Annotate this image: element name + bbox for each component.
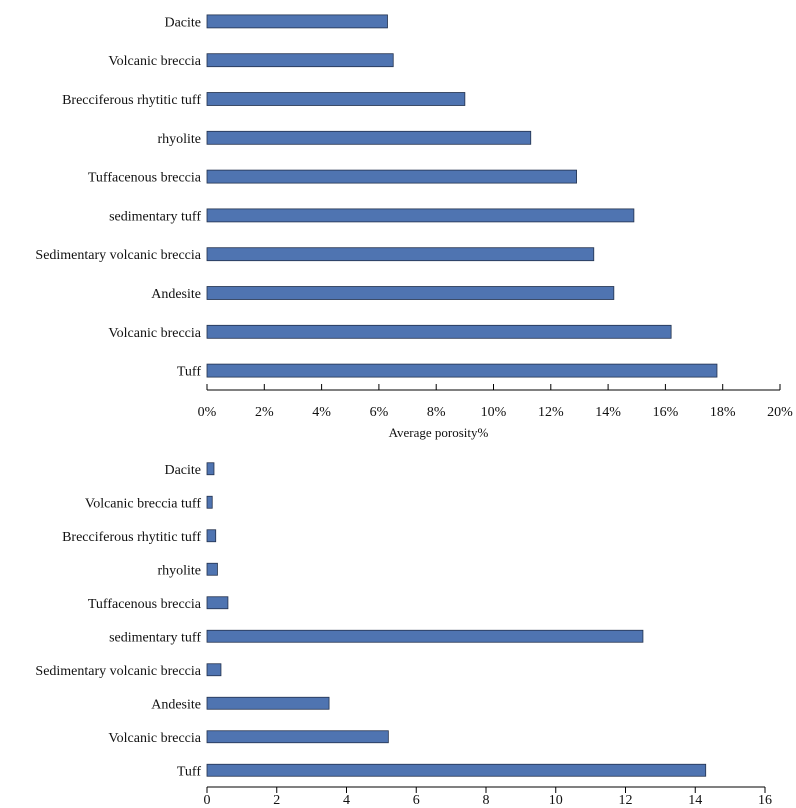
chart1-tick-label: 2% [255,405,274,420]
chart1-tick-label: 10% [481,405,507,420]
chart1-tick-label: 4% [312,405,331,420]
chart1-bar [206,247,595,262]
chart2-bar [206,562,218,576]
chart1-tick-label: 8% [427,405,446,420]
chart2-bar [206,763,707,777]
chart1-category-label: Tuffacenous breccia [88,171,202,186]
chart1-category-label: Dacite [164,15,201,30]
chart2-category-label: rhyolite [157,563,201,578]
chart2-tick-label: 16 [758,793,772,808]
chart1-category-label: Brecciferous rhytitic tuff [62,93,201,108]
chart2-category-label: Brecciferous rhytitic tuff [62,530,201,545]
chart1-tick-label: 16% [653,405,679,420]
chart1-category-label: Sedimentary volcanic breccia [35,248,201,263]
chart1-category-label: sedimentary tuff [109,209,201,224]
chart1-tick-label: 14% [595,405,621,420]
chart2-tick-label: 4 [343,793,350,808]
chart2-bar [206,663,222,677]
average-porosity-chart: Dacite Volcanic breccia Brecciferous rhyti… [35,14,793,440]
chart1-category-label: Volcanic breccia [108,54,201,69]
chart2-category-label: Tuffacenous breccia [88,597,202,612]
chart1-tick-label: 12% [538,405,564,420]
chart1-category-label: Volcanic breccia [108,326,201,341]
chart1-bar [206,130,532,145]
chart2-category-label: Volcanic breccia tuff [85,496,201,511]
chart2-category-label: Tuff [177,764,201,779]
chart2-category-label: sedimentary tuff [109,630,201,645]
chart2-category-label: Dacite [164,463,201,478]
chart1-bar [206,286,615,300]
chart2-bar [206,462,215,476]
chart2-category-label: Sedimentary volcanic breccia [35,664,201,679]
secondary-porosity-chart: Dacite Volcanic breccia tuff Brecciferous … [35,462,772,808]
chart1-x-axis-title: Average porosity% [389,425,489,440]
chart2-bar [206,629,644,643]
chart2-tick-label: 12 [619,793,633,808]
chart2-tick-label: 14 [688,793,702,808]
chart1-tick-label: 18% [710,405,736,420]
chart2-category-label: Volcanic breccia [108,731,201,746]
chart2-category-label: Andesite [151,697,201,712]
chart1-bar [206,208,635,223]
chart1-tick-label: 0% [198,405,217,420]
chart2-bar [206,730,389,744]
chart1-bar [206,14,388,29]
chart2-bar [206,596,229,610]
chart2-bar [206,696,330,710]
chart1-bar [206,169,577,184]
chart2-bar [206,529,217,543]
chart1-category-label: rhyolite [157,132,201,147]
chart2-tick-label: 0 [204,793,211,808]
chart1-bar [206,92,466,106]
chart1-bar [206,324,672,339]
chart2-tick-label: 2 [273,793,280,808]
chart2-bar [206,495,213,509]
chart2-tick-label: 6 [413,793,420,808]
chart2-tick-label: 8 [483,793,490,808]
chart1-bar [206,53,394,68]
chart1-category-label: Andesite [151,287,201,302]
chart1-tick-label: 6% [370,405,389,420]
chart1-tick-label: 20% [767,405,793,420]
chart1-category-label: Tuff [177,365,201,380]
chart2-tick-label: 10 [549,793,563,808]
chart1-bar [206,363,718,378]
